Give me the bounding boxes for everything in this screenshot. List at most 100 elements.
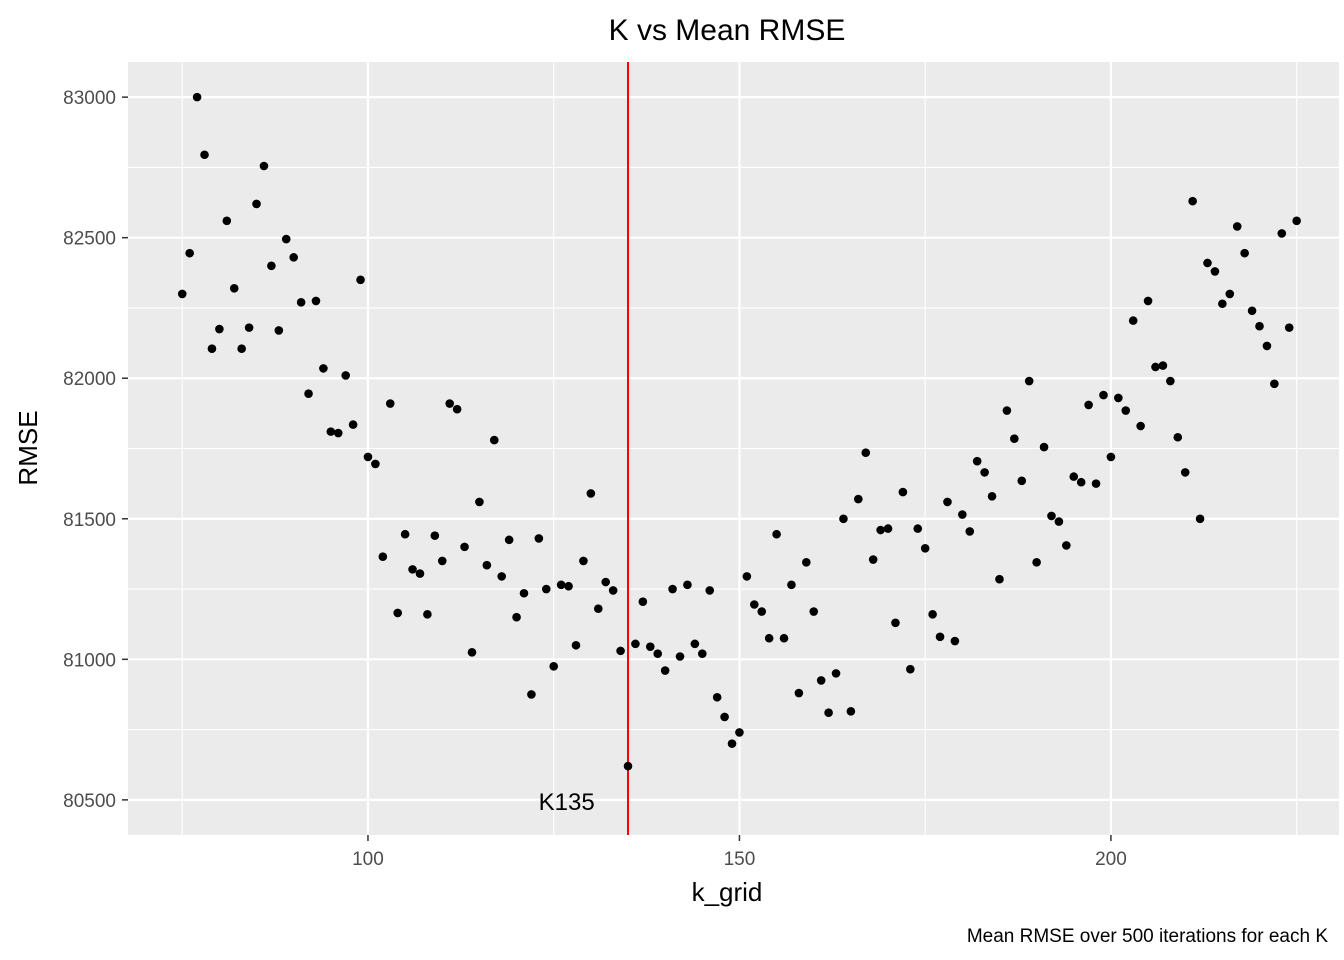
- data-point: [1024, 376, 1034, 386]
- data-point: [1151, 362, 1160, 372]
- data-point: [1210, 267, 1220, 276]
- data-point: [452, 404, 462, 414]
- data-point: [541, 584, 551, 594]
- data-point: [616, 646, 625, 656]
- minor-gridlines: [128, 62, 1339, 835]
- data-point: [995, 574, 1004, 584]
- chart-caption: Mean RMSE over 500 iterations for each K: [967, 926, 1329, 947]
- data-point: [764, 633, 774, 643]
- data-point: [497, 572, 507, 581]
- data-point: [660, 666, 670, 675]
- x-tick-label: 100: [352, 849, 384, 870]
- data-point: [579, 556, 588, 566]
- data-point: [1114, 393, 1123, 403]
- data-point: [467, 647, 477, 657]
- data-point: [185, 248, 194, 258]
- y-tick-label: 81000: [63, 650, 116, 671]
- data-point: [697, 649, 707, 658]
- y-tick-label: 83000: [63, 88, 116, 109]
- y-tick-label: 82000: [63, 369, 116, 390]
- data-point: [1255, 321, 1264, 331]
- data-point: [1091, 479, 1101, 488]
- k-annotation-label: K135: [539, 789, 595, 816]
- data-point: [1188, 196, 1197, 206]
- data-point: [683, 580, 692, 590]
- data-point: [690, 639, 700, 649]
- data-point: [913, 524, 923, 533]
- x-tick-label: 150: [724, 849, 756, 870]
- data-point: [259, 161, 269, 171]
- data-point: [593, 604, 603, 614]
- data-point: [1203, 258, 1212, 268]
- x-axis-title: k_grid: [692, 877, 763, 907]
- data-point: [750, 600, 759, 609]
- data-point: [1247, 306, 1257, 316]
- data-point: [304, 389, 313, 398]
- data-point: [1292, 216, 1301, 226]
- data-point: [846, 707, 856, 716]
- data-point: [972, 456, 982, 466]
- data-point: [920, 543, 930, 553]
- data-point: [244, 323, 254, 332]
- data-point: [319, 364, 328, 373]
- data-point: [802, 558, 811, 567]
- data-point: [423, 610, 432, 619]
- data-point: [378, 552, 388, 562]
- data-point: [1002, 406, 1012, 415]
- data-point: [527, 690, 536, 699]
- data-point: [958, 510, 967, 519]
- data-point: [1039, 442, 1049, 452]
- data-point: [252, 199, 261, 209]
- x-tick-label: 200: [1095, 849, 1127, 870]
- data-point: [824, 708, 833, 718]
- data-point: [720, 712, 729, 722]
- data-point: [475, 497, 484, 507]
- data-point: [274, 326, 284, 335]
- data-point: [1099, 390, 1108, 400]
- data-point: [348, 420, 358, 429]
- data-point: [623, 761, 633, 771]
- data-point: [460, 542, 469, 552]
- data-point: [445, 399, 454, 408]
- data-point: [571, 640, 581, 650]
- data-point: [868, 555, 878, 564]
- data-point: [935, 632, 945, 642]
- data-point: [1158, 361, 1168, 370]
- data-point: [861, 448, 871, 458]
- data-point: [638, 597, 648, 606]
- y-tick-label: 81500: [63, 510, 116, 531]
- data-point: [363, 452, 373, 462]
- data-point: [408, 565, 417, 574]
- data-point: [787, 580, 796, 590]
- data-point: [296, 298, 306, 307]
- data-point: [1225, 289, 1235, 299]
- data-point: [1062, 541, 1071, 550]
- data-point: [1121, 406, 1131, 415]
- data-point: [906, 664, 915, 674]
- data-point: [534, 534, 544, 543]
- data-point: [1047, 511, 1056, 521]
- data-point: [356, 275, 365, 285]
- data-point: [229, 283, 239, 293]
- data-points: [177, 92, 1301, 771]
- y-tick-label: 80500: [63, 791, 116, 812]
- data-point: [281, 234, 291, 244]
- data-point: [556, 580, 566, 590]
- data-point: [512, 612, 521, 622]
- data-point: [645, 642, 655, 651]
- data-point: [675, 652, 685, 661]
- data-point: [1032, 558, 1041, 567]
- data-point: [311, 296, 321, 306]
- data-point: [586, 489, 596, 498]
- data-point: [1136, 421, 1145, 431]
- data-point: [1232, 222, 1242, 231]
- data-point: [705, 586, 715, 595]
- data-point: [333, 428, 343, 438]
- data-point: [1017, 476, 1027, 486]
- data-point: [1277, 229, 1287, 238]
- data-point: [415, 569, 425, 578]
- data-point: [1195, 514, 1205, 524]
- data-point: [1069, 472, 1079, 481]
- data-point: [943, 497, 952, 507]
- data-point: [965, 527, 975, 536]
